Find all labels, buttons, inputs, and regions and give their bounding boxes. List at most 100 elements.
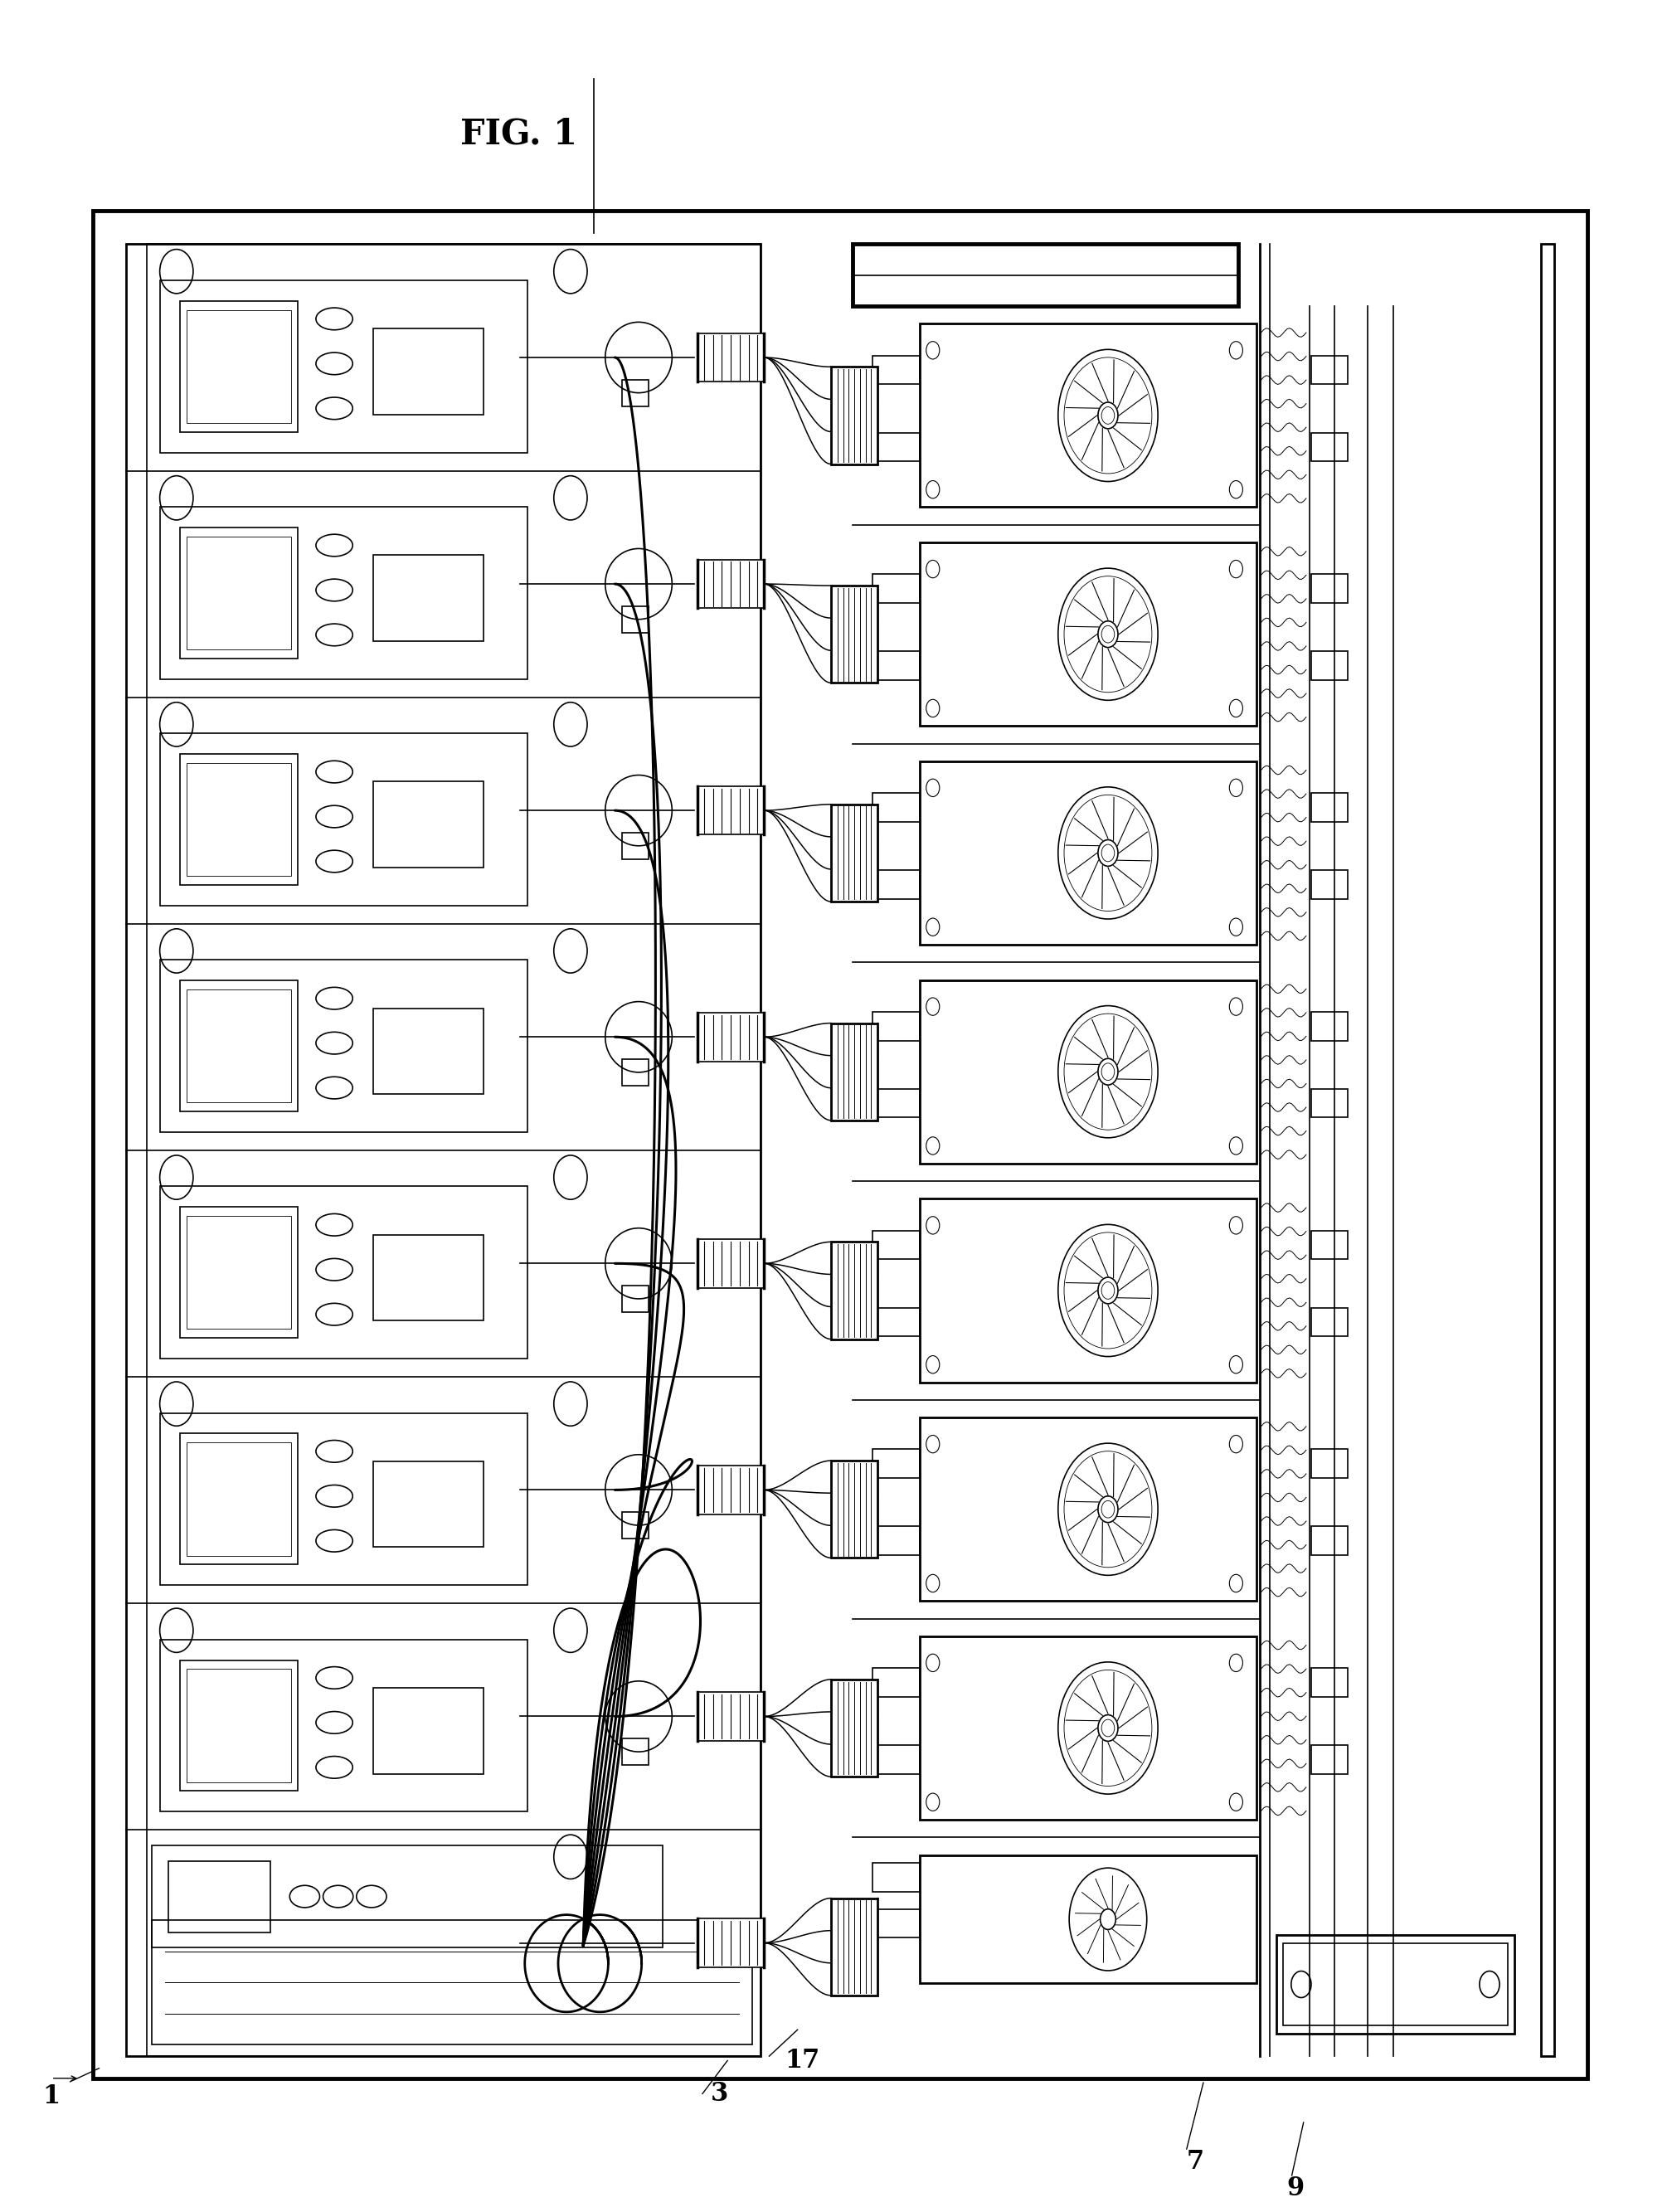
Bar [873, 1449, 920, 1478]
Bar [187, 310, 291, 422]
Bar [622, 832, 649, 858]
Bar [831, 367, 878, 465]
Bar [873, 1909, 920, 1938]
Bar [187, 763, 291, 876]
Bar [181, 1208, 298, 1338]
Bar [1311, 1307, 1348, 1336]
Bar [831, 1024, 878, 1119]
Bar [920, 1637, 1256, 1820]
Bar [831, 805, 878, 902]
Bar [1311, 1088, 1348, 1117]
Bar [697, 1692, 764, 1741]
Bar [873, 650, 920, 679]
Bar [697, 1918, 764, 1966]
Bar [1311, 650, 1348, 679]
Bar [187, 989, 291, 1102]
Bar [161, 1639, 528, 1812]
Bar [373, 1234, 483, 1321]
Bar [1311, 434, 1348, 462]
Bar [697, 1467, 764, 1515]
Bar [831, 586, 878, 684]
Bar [1540, 243, 1553, 2057]
Bar [697, 1239, 764, 1287]
Bar [873, 794, 920, 823]
Bar [873, 1230, 920, 1259]
Bar [920, 761, 1256, 945]
Bar [622, 1739, 649, 1765]
Bar [697, 334, 764, 383]
Bar [373, 1688, 483, 1774]
Bar [373, 1462, 483, 1546]
Bar [1311, 1526, 1348, 1555]
Bar [1282, 1944, 1508, 2026]
Bar [161, 507, 528, 679]
Bar [831, 1898, 878, 1995]
Bar [161, 960, 528, 1133]
Bar [147, 243, 761, 2057]
Bar [697, 1013, 764, 1062]
Bar [1276, 1936, 1515, 2035]
Bar [161, 734, 528, 905]
Bar [181, 980, 298, 1110]
Bar [873, 869, 920, 898]
Bar [920, 1418, 1256, 1601]
Bar [1311, 794, 1348, 823]
Bar [873, 1668, 920, 1697]
Bar [181, 301, 298, 431]
Bar [831, 1460, 878, 1557]
Bar [373, 1009, 483, 1095]
Bar [622, 1060, 649, 1086]
Bar [920, 323, 1256, 507]
Bar [622, 1285, 649, 1312]
Bar [873, 434, 920, 462]
Bar [373, 555, 483, 641]
Bar [187, 1217, 291, 1329]
Bar [161, 1413, 528, 1586]
Bar [181, 529, 298, 659]
Bar [853, 243, 1239, 305]
Bar [1311, 869, 1348, 898]
Bar [873, 1863, 920, 1891]
Bar [920, 1856, 1256, 1984]
Bar [873, 1745, 920, 1774]
Bar [181, 1659, 298, 1792]
Bar [1311, 1011, 1348, 1040]
Bar [1311, 575, 1348, 604]
Bar [873, 1088, 920, 1117]
Bar [1311, 1745, 1348, 1774]
Bar [373, 781, 483, 867]
Bar [187, 1442, 291, 1555]
Bar [1311, 1230, 1348, 1259]
Bar [622, 380, 649, 407]
Text: 3: 3 [711, 2081, 727, 2106]
Bar [1311, 1668, 1348, 1697]
Bar [1311, 1449, 1348, 1478]
Bar [181, 1433, 298, 1564]
Text: 9: 9 [1286, 2177, 1304, 2201]
Bar [873, 356, 920, 385]
Bar [920, 980, 1256, 1164]
Bar [831, 1679, 878, 1776]
Bar [373, 330, 483, 414]
Bar [187, 1668, 291, 1783]
Bar [697, 785, 764, 834]
Bar [94, 210, 1587, 2079]
Bar [873, 1011, 920, 1040]
Bar [920, 1199, 1256, 1382]
Bar [161, 281, 528, 453]
Bar [1311, 356, 1348, 385]
Text: 1: 1 [42, 2084, 60, 2108]
Bar [161, 1186, 528, 1358]
Bar [831, 1241, 878, 1338]
Text: 17: 17 [786, 2048, 821, 2073]
Bar [169, 1860, 271, 1931]
Bar [187, 538, 291, 650]
Text: 7: 7 [1185, 2150, 1204, 2174]
Bar [697, 560, 764, 608]
Text: FIG. 1: FIG. 1 [460, 117, 577, 150]
Bar [181, 754, 298, 885]
Bar [920, 542, 1256, 726]
Bar [152, 1845, 662, 1947]
Bar [622, 1513, 649, 1540]
Bar [873, 575, 920, 604]
